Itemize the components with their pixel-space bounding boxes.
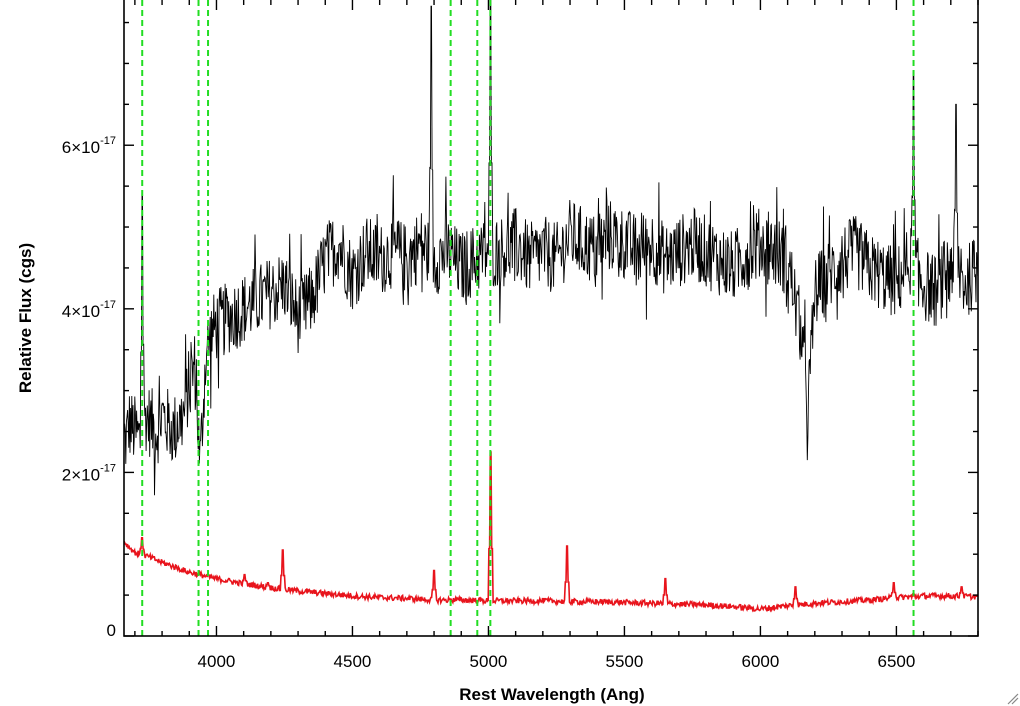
y-tick-label: 2×10-17: [62, 462, 116, 484]
x-tick-label: 4500: [334, 652, 372, 671]
resize-grip-icon: [1007, 693, 1019, 705]
y-tick-label: 4×10-17: [62, 299, 116, 321]
y-tick-mantissa: 0: [107, 621, 116, 640]
x-tick-label: 5500: [606, 652, 644, 671]
y-tick-exponent: -17: [100, 135, 116, 147]
y-tick-mantissa: 2×10: [62, 465, 100, 484]
x-tick-label: 5000: [470, 652, 508, 671]
series-line-0: [124, 0, 978, 496]
x-tick-label: 4000: [198, 652, 236, 671]
plot-frame: [123, 0, 979, 637]
y-tick-mantissa: 4×10: [62, 302, 100, 321]
x-tick-label: 6500: [877, 652, 915, 671]
x-tick-label: 6000: [742, 652, 780, 671]
x-axis-title: Rest Wavelength (Ang): [459, 685, 644, 704]
y-tick-label: 0: [107, 621, 116, 640]
y-tick-exponent: -17: [100, 462, 116, 474]
y-tick-label: 6×10-17: [62, 135, 116, 157]
y-axis-title: Relative Flux (cgs): [16, 243, 35, 393]
series-line-1: [124, 451, 978, 613]
y-tick-exponent: -17: [100, 299, 116, 311]
y-tick-mantissa: 6×10: [62, 138, 100, 157]
